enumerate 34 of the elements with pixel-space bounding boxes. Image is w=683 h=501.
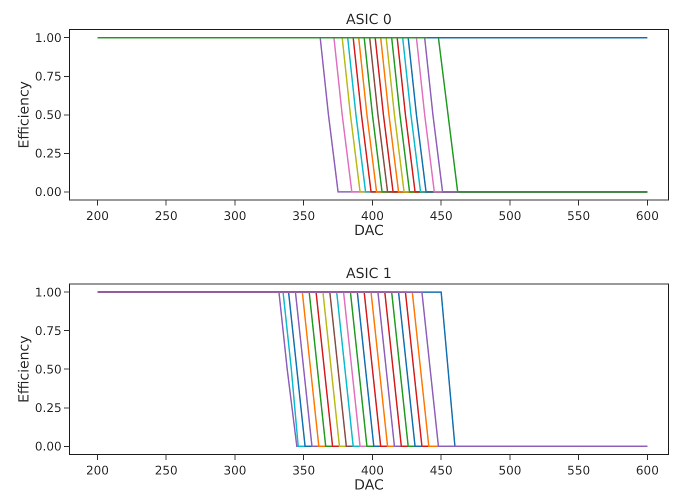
x-tick-label: 300: [224, 463, 246, 478]
y-tick-label: 0.75: [34, 69, 62, 84]
x-tick-label: 500: [498, 209, 522, 223]
x-axis-title: DAC: [354, 223, 384, 239]
x-tick-label: 200: [86, 463, 109, 478]
y-tick-label: 0.00: [34, 185, 62, 200]
x-tick-label: 550: [567, 209, 590, 223]
y-tick-label: 0.50: [34, 108, 62, 122]
x-tick-label: 350: [292, 463, 316, 478]
x-tick-label: 450: [430, 209, 453, 223]
y-tick-label: 0.00: [34, 439, 62, 454]
x-tick-label: 300: [224, 209, 246, 223]
x-axis-title: DAC: [354, 477, 384, 494]
y-axis-title: Efficiency: [16, 81, 32, 149]
y-tick-label: 0.75: [34, 324, 62, 338]
x-tick-label: 600: [636, 209, 659, 223]
x-tick-label: 450: [430, 463, 453, 478]
y-tick-label: 0.25: [34, 400, 62, 415]
x-tick-label: 250: [154, 209, 178, 223]
y-tick-label: 1.00: [34, 30, 62, 45]
x-tick-label: 500: [498, 463, 522, 478]
y-tick-label: 1.00: [34, 285, 62, 300]
x-tick-label: 400: [360, 209, 384, 223]
chart-title: ASIC 0: [346, 12, 392, 28]
y-tick-label: 0.50: [34, 362, 62, 376]
y-axis-title: Efficiency: [16, 335, 32, 403]
y-tick-label: 0.25: [34, 146, 62, 161]
x-tick-label: 600: [636, 463, 659, 478]
x-tick-label: 550: [567, 463, 590, 478]
x-tick-label: 350: [292, 209, 316, 223]
x-tick-label: 200: [86, 209, 109, 223]
x-tick-label: 400: [360, 463, 384, 478]
chart-title: ASIC 1: [346, 266, 392, 282]
x-tick-label: 250: [154, 463, 178, 478]
